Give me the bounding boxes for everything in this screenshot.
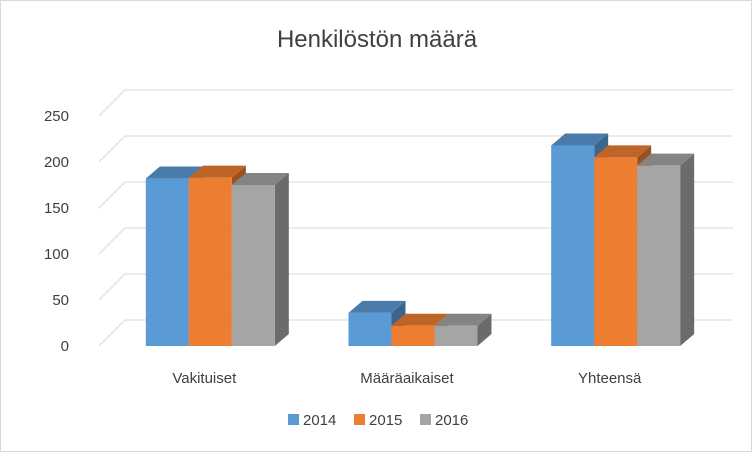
bar-top bbox=[188, 165, 246, 178]
x-category-label: Määräaikaiset bbox=[360, 370, 454, 387]
legend-label: 2015 bbox=[369, 412, 402, 429]
legend-swatch bbox=[420, 414, 431, 425]
chart-title: Henkilöstön määrä bbox=[277, 26, 478, 53]
bar-side bbox=[477, 313, 492, 346]
bar-side bbox=[680, 153, 695, 346]
legend-label: 2016 bbox=[435, 412, 468, 429]
bar-top bbox=[231, 173, 289, 185]
gridline bbox=[98, 273, 733, 301]
bar bbox=[231, 173, 289, 346]
bar-front bbox=[188, 177, 232, 346]
y-tick-label: 250 bbox=[44, 108, 69, 125]
legend-swatch bbox=[288, 414, 299, 425]
gridline bbox=[98, 227, 733, 255]
gridline bbox=[98, 89, 733, 117]
y-tick-label: 200 bbox=[44, 154, 69, 171]
legend-label: 2014 bbox=[303, 412, 336, 429]
legend-item: 2015 bbox=[354, 412, 402, 429]
bar-top bbox=[637, 153, 695, 166]
bar-front bbox=[637, 165, 681, 346]
y-tick-label: 50 bbox=[52, 292, 69, 309]
y-tick-label: 100 bbox=[44, 246, 69, 263]
gridline bbox=[98, 319, 733, 347]
bar-front bbox=[551, 145, 595, 346]
legend-swatch bbox=[354, 414, 365, 425]
legend-item: 2014 bbox=[288, 412, 336, 429]
bar-side bbox=[274, 173, 289, 346]
bar-front bbox=[348, 312, 392, 346]
legend-item: 2016 bbox=[420, 412, 468, 429]
bar-top bbox=[145, 166, 203, 179]
bar-top bbox=[348, 300, 406, 313]
bars bbox=[145, 133, 695, 346]
bar-top bbox=[434, 313, 492, 326]
y-tick-label: 0 bbox=[61, 338, 69, 355]
bar-front bbox=[145, 178, 189, 346]
x-axis-categories: Vakituiset Määräaikaiset Yhteensä bbox=[172, 370, 642, 387]
bar bbox=[434, 313, 492, 346]
bar-front bbox=[391, 325, 435, 346]
bar-top bbox=[594, 145, 652, 158]
x-category-label: Vakituiset bbox=[172, 370, 237, 387]
y-tick-label: 150 bbox=[44, 200, 69, 217]
x-category-label: Yhteensä bbox=[578, 370, 642, 387]
bar-front bbox=[231, 185, 275, 346]
bar-top bbox=[551, 133, 609, 146]
bar bbox=[637, 153, 695, 346]
y-axis-ticks: 0 50 100 150 200 250 bbox=[44, 108, 69, 355]
gridline bbox=[98, 135, 733, 163]
legend: 2014 2015 2016 bbox=[288, 412, 468, 429]
bar-front bbox=[434, 325, 478, 346]
bar-front bbox=[594, 157, 638, 346]
gridlines bbox=[98, 89, 733, 347]
gridline bbox=[98, 181, 733, 209]
bar-top bbox=[391, 313, 449, 326]
